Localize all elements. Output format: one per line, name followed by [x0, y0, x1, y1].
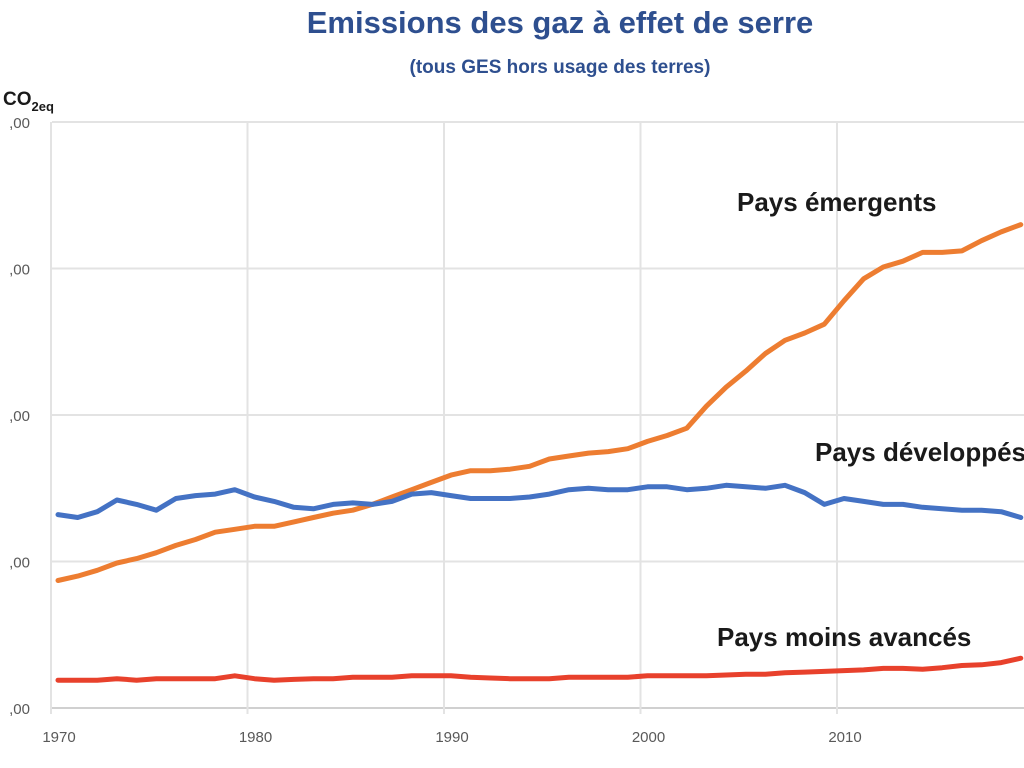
x-tick-labels: 197019801990200020102020 [42, 729, 861, 746]
x-tick-label: 2000 [632, 729, 665, 746]
y-tick-label: ,00 [9, 701, 30, 718]
y-tick-labels: ,00 ,00 ,00 ,00 ,00 [9, 115, 30, 718]
series-line-developed [55, 482, 1024, 520]
x-tick-label: 2010 [828, 729, 861, 746]
annotation-least-developed: Pays moins avancés [717, 622, 971, 652]
series-line-emerging [55, 222, 1024, 583]
annotation-emerging: Pays émergents [737, 187, 936, 217]
y-tick-label: ,00 [9, 115, 30, 132]
y-tick-label: ,00 [9, 555, 30, 572]
x-tick-label: 1980 [239, 729, 272, 746]
y-axis-label-sub: 2eq [32, 99, 54, 114]
annotation-developed: Pays développés [815, 437, 1024, 467]
gridlines [50, 121, 1024, 714]
y-tick-label: ,00 [9, 408, 30, 425]
x-tick-label: 1970 [42, 729, 75, 746]
chart-title: Emissions des gaz à effet de serre [307, 5, 814, 40]
x-tick-label: 1990 [435, 729, 468, 746]
series-line-least-developed [55, 655, 1024, 683]
y-axis-label-main: CO [3, 89, 32, 110]
chart-subtitle: (tous GES hors usage des terres) [410, 57, 711, 78]
series-lines [55, 222, 1024, 683]
y-tick-label: ,00 [9, 262, 30, 279]
y-axis-label: CO2eq [3, 89, 54, 114]
